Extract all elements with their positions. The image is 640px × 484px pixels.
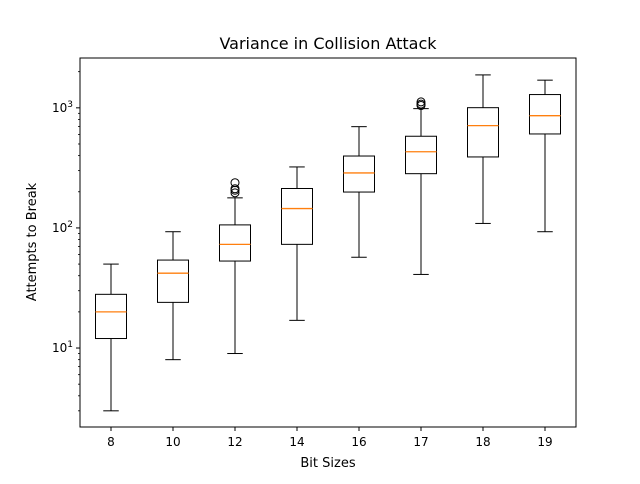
y-axis-ticks: 101 102 103 [52, 71, 80, 412]
box-group-16 [343, 126, 375, 258]
y-axis-label: Attempts to Break [25, 182, 40, 301]
x-tick-label: 19 [537, 435, 552, 449]
box-iqr [467, 107, 499, 158]
box-group-12 [219, 178, 251, 355]
y-tick-label: 102 [52, 220, 73, 235]
x-axis-label: Bit Sizes [300, 456, 355, 471]
x-tick-label: 8 [107, 435, 115, 449]
box-iqr [343, 155, 375, 193]
flier-point [230, 178, 240, 188]
box-iqr [157, 259, 189, 303]
flier-point [230, 184, 240, 194]
y-tick-label: 103 [52, 100, 73, 115]
flier-point [230, 188, 240, 198]
x-tick-label: 12 [227, 435, 242, 449]
x-tick-label: 18 [475, 435, 490, 449]
box-iqr [405, 135, 437, 175]
x-axis-ticks: 8 10 12 14 16 17 18 19 [107, 427, 553, 449]
box-iqr [529, 94, 561, 135]
flier-point [416, 99, 426, 109]
x-tick-label: 17 [413, 435, 428, 449]
box-group-10 [157, 231, 189, 361]
y-tick-label: 101 [52, 340, 73, 355]
x-tick-label: 16 [351, 435, 366, 449]
box-iqr [219, 224, 251, 262]
plot-frame [79, 57, 577, 428]
x-tick-label: 10 [165, 435, 180, 449]
flier-point [416, 97, 426, 107]
box-group-14 [281, 166, 313, 321]
box-iqr [95, 293, 127, 340]
box-group-18 [467, 74, 499, 224]
box-group-19 [529, 79, 561, 233]
box-group-8 [95, 263, 127, 412]
chart-title: Variance in Collision Attack [219, 34, 437, 53]
box-group-17 [405, 97, 437, 275]
box-iqr [281, 187, 313, 245]
x-tick-label: 14 [289, 435, 304, 449]
plot-marks [95, 74, 561, 412]
